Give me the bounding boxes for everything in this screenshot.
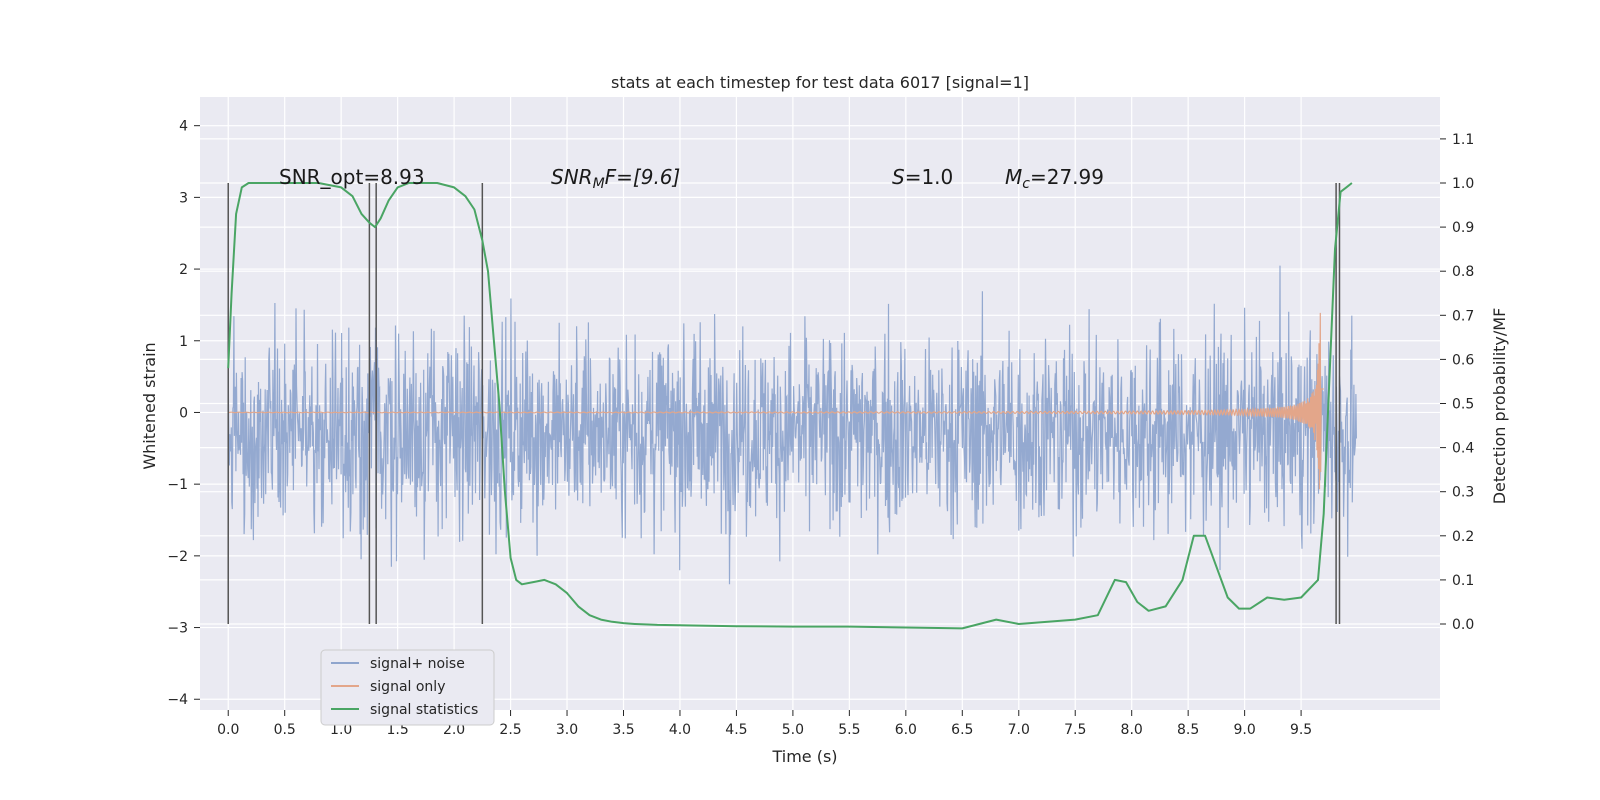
right-y-tick-label: 0.5 xyxy=(1452,397,1474,413)
x-tick-label: 0.0 xyxy=(217,722,239,738)
s-rest: =1.0 xyxy=(905,165,954,189)
x-tick-label: 6.5 xyxy=(951,722,973,738)
snr-mf-annotation: SNRMF=[9.6] xyxy=(551,165,680,192)
x-tick-label: 8.0 xyxy=(1121,722,1143,738)
legend-label-signal: signal only xyxy=(370,679,445,695)
left-y-axis-ticks: −4 −3 −2 −1 0 1 2 3 4 xyxy=(167,119,200,708)
x-tick-label: 9.0 xyxy=(1233,722,1255,738)
legend-label-noise: signal+ noise xyxy=(370,656,465,672)
signal-only-line xyxy=(228,312,1324,490)
left-y-tick-label: −1 xyxy=(167,477,188,493)
x-tick-label: 8.5 xyxy=(1177,722,1199,738)
x-tick-label: 3.5 xyxy=(612,722,634,738)
mc-rest: =27.99 xyxy=(1030,165,1104,189)
chart-title: stats at each timestep for test data 601… xyxy=(611,73,1029,92)
right-y-axis-label: Detection probability/MF xyxy=(1490,308,1509,505)
s-var: S xyxy=(892,165,905,189)
right-y-tick-label: 1.0 xyxy=(1452,176,1474,192)
left-y-tick-label: 1 xyxy=(179,334,188,350)
signal-statistics-line xyxy=(227,182,1353,630)
x-tick-label: 4.5 xyxy=(725,722,747,738)
legend: signal+ noise signal only signal statist… xyxy=(320,649,495,726)
x-tick-label: 9.5 xyxy=(1290,722,1312,738)
mc-sub: c xyxy=(1022,176,1030,192)
signal-statistics-series xyxy=(227,182,1353,630)
x-tick-label: 0.5 xyxy=(274,722,296,738)
x-axis-ticks: 0.0 0.5 1.0 1.5 2.0 2.5 3.0 3.5 4.0 4.5 5.0 5.5 6.0 6… xyxy=(217,710,1312,738)
vertical-markers xyxy=(227,182,1341,625)
right-y-tick-label: 0.7 xyxy=(1452,308,1474,324)
x-tick-label: 2.0 xyxy=(443,722,465,738)
x-tick-label: 5.5 xyxy=(838,722,860,738)
x-tick-label: 6.0 xyxy=(895,722,917,738)
x-tick-label: 4.0 xyxy=(669,722,691,738)
x-tick-label: 7.0 xyxy=(1008,722,1030,738)
left-y-tick-label: 0 xyxy=(179,405,188,421)
signal-only-series xyxy=(228,312,1324,490)
right-y-tick-label: 0.3 xyxy=(1452,485,1474,501)
signal-noise-line xyxy=(227,265,1357,585)
x-tick-label: 7.5 xyxy=(1064,722,1086,738)
left-y-tick-label: −4 xyxy=(167,692,188,708)
legend-box xyxy=(320,649,495,726)
left-y-axis-label: Whitened strain xyxy=(140,342,159,469)
right-y-tick-label: 1.1 xyxy=(1452,132,1474,148)
mc-var: M xyxy=(1005,165,1022,189)
left-y-tick-label: 3 xyxy=(179,190,188,206)
left-y-tick-label: 2 xyxy=(179,262,188,278)
left-y-tick-label: −2 xyxy=(167,549,188,565)
right-y-tick-label: 0.2 xyxy=(1452,529,1474,545)
x-axis-label: Time (s) xyxy=(771,747,837,766)
s-annotation: S=1.0 xyxy=(892,165,953,189)
snr-mf-rest: F=[9.6] xyxy=(605,165,681,189)
left-y-tick-label: −3 xyxy=(167,621,188,637)
x-tick-label: 3.0 xyxy=(556,722,578,738)
legend-label-stats: signal statistics xyxy=(370,702,478,718)
snr-mf-sub: M xyxy=(593,176,605,192)
x-tick-label: 1.5 xyxy=(386,722,408,738)
right-y-tick-label: 0.8 xyxy=(1452,264,1474,280)
left-y-tick-label: 4 xyxy=(179,119,188,135)
x-tick-label: 5.0 xyxy=(782,722,804,738)
right-y-tick-label: 0.1 xyxy=(1452,573,1474,589)
x-tick-label: 2.5 xyxy=(499,722,521,738)
right-y-tick-label: 0.6 xyxy=(1452,352,1474,368)
signal-noise-series xyxy=(227,265,1357,585)
right-y-tick-label: 0.4 xyxy=(1452,441,1474,457)
right-y-axis-ticks: 0.0 0.1 0.2 0.3 0.4 0.5 0.6 0.7 0.8 0.9 1.0 1.1 xyxy=(1440,132,1474,633)
snr-opt-annotation: SNR_opt=8.93 xyxy=(279,165,425,189)
right-y-tick-label: 0.0 xyxy=(1452,617,1474,633)
x-tick-label: 1.0 xyxy=(330,722,352,738)
mc-annotation: Mc=27.99 xyxy=(1005,165,1104,192)
snr-mf-main: SNR xyxy=(551,165,593,189)
right-y-tick-label: 0.9 xyxy=(1452,220,1474,236)
